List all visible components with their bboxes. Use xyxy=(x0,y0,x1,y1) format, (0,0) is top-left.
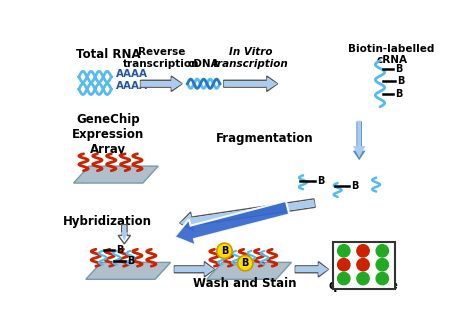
Text: Wash and Stain: Wash and Stain xyxy=(193,277,297,290)
Circle shape xyxy=(217,243,232,259)
Text: Total RNA: Total RNA xyxy=(76,47,140,60)
Text: Biotin-labelled
cRNA: Biotin-labelled cRNA xyxy=(348,44,435,65)
Text: B: B xyxy=(116,245,123,255)
Circle shape xyxy=(337,259,350,271)
Text: B: B xyxy=(395,89,403,99)
Polygon shape xyxy=(295,263,328,276)
Polygon shape xyxy=(73,166,158,183)
Circle shape xyxy=(376,259,389,271)
Text: In Vitro
transcription: In Vitro transcription xyxy=(213,47,289,69)
Text: Hybridization: Hybridization xyxy=(63,215,152,228)
Circle shape xyxy=(337,245,350,257)
Text: B: B xyxy=(127,256,134,266)
Polygon shape xyxy=(86,262,171,279)
Text: B: B xyxy=(397,76,404,86)
Polygon shape xyxy=(118,225,130,244)
Circle shape xyxy=(357,272,369,285)
Text: B: B xyxy=(242,258,249,268)
Text: GeneChip
Expression
Array: GeneChip Expression Array xyxy=(72,113,144,156)
Polygon shape xyxy=(140,78,182,90)
Text: AAAA: AAAA xyxy=(116,81,148,91)
Polygon shape xyxy=(224,78,278,90)
Circle shape xyxy=(237,255,253,271)
Polygon shape xyxy=(180,200,315,229)
Text: cDNA: cDNA xyxy=(188,59,219,69)
Polygon shape xyxy=(295,262,328,277)
Circle shape xyxy=(376,272,389,285)
Polygon shape xyxy=(174,201,289,245)
Text: B: B xyxy=(317,176,324,186)
Text: AAAA: AAAA xyxy=(116,69,148,79)
Circle shape xyxy=(337,272,350,285)
Polygon shape xyxy=(352,121,367,161)
Text: B: B xyxy=(395,64,403,74)
Polygon shape xyxy=(353,121,365,158)
Polygon shape xyxy=(207,262,292,279)
Text: B: B xyxy=(351,181,358,191)
Polygon shape xyxy=(180,199,315,230)
Circle shape xyxy=(357,245,369,257)
Text: Reverse
transcription: Reverse transcription xyxy=(123,47,200,69)
Polygon shape xyxy=(120,225,128,241)
FancyBboxPatch shape xyxy=(333,242,395,289)
Polygon shape xyxy=(174,263,214,276)
Text: Scan &
quantitate: Scan & quantitate xyxy=(329,264,399,292)
Text: Fragmentation: Fragmentation xyxy=(216,132,313,145)
Circle shape xyxy=(357,259,369,271)
Text: B: B xyxy=(221,246,228,256)
Polygon shape xyxy=(224,76,278,91)
Polygon shape xyxy=(140,76,182,91)
Circle shape xyxy=(376,245,389,257)
Polygon shape xyxy=(174,262,214,277)
